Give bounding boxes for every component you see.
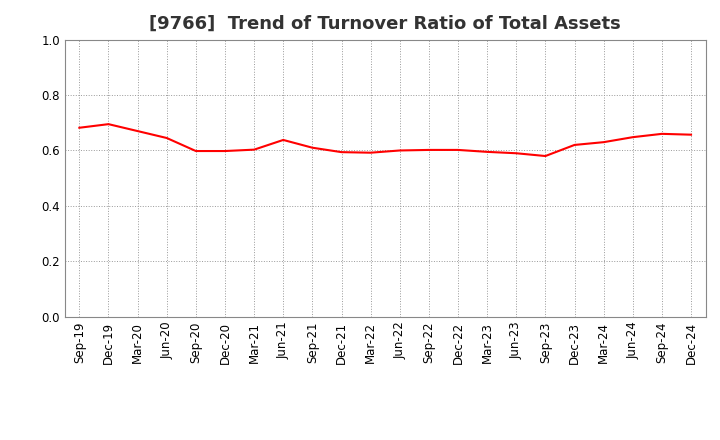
Title: [9766]  Trend of Turnover Ratio of Total Assets: [9766] Trend of Turnover Ratio of Total …: [149, 15, 621, 33]
